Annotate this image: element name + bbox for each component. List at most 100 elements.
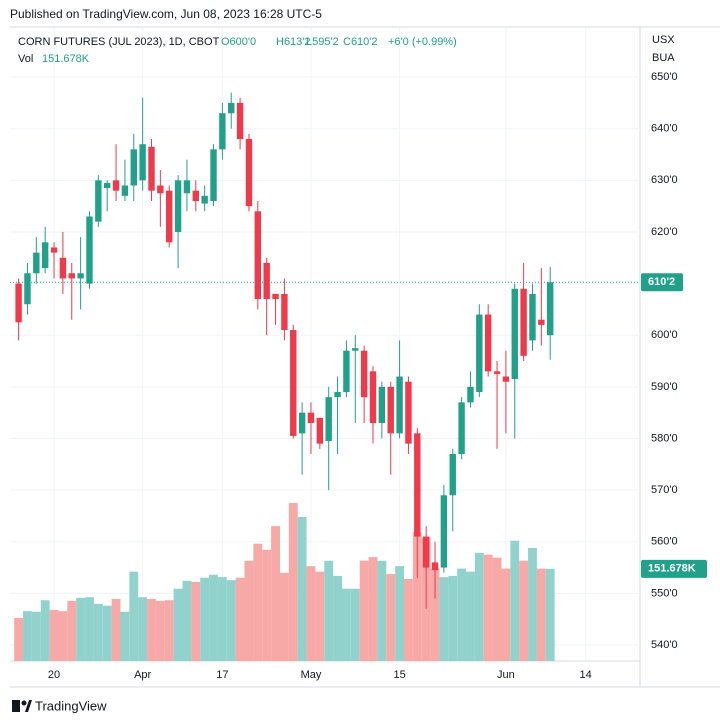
legend-change: +6'0 (+0.99%) xyxy=(388,36,457,48)
volume-bar xyxy=(262,549,272,661)
volume xyxy=(14,503,555,661)
x-tick-label: 14 xyxy=(580,669,592,681)
currency: USX xyxy=(652,34,675,46)
volume-bar xyxy=(324,560,334,661)
y-tick-label: 580'0 xyxy=(651,432,678,444)
volume-bar xyxy=(377,560,387,661)
volume-bar xyxy=(23,611,32,661)
candle-body xyxy=(121,185,129,196)
volume-bar xyxy=(536,568,546,661)
volume-bar xyxy=(209,574,218,661)
volume-bar xyxy=(386,574,396,661)
legend: CORN FUTURES (JUL 2023), 1D, CBOT O600'0… xyxy=(18,36,457,65)
logo-mark xyxy=(25,700,32,712)
y-tick-label: 640'0 xyxy=(651,123,678,135)
x-tick-label: Jun xyxy=(497,669,515,681)
candle-body xyxy=(378,386,386,423)
candle-body xyxy=(68,273,75,279)
y-tick-label: 540'0 xyxy=(651,639,678,651)
volume-bar xyxy=(466,571,475,661)
volume-bar xyxy=(120,611,130,661)
price-label: 610'2 xyxy=(648,276,675,288)
volume-bar xyxy=(412,532,422,661)
candle-body xyxy=(24,273,31,305)
volume-bar xyxy=(288,503,298,661)
y-tick-label: 600'0 xyxy=(651,329,678,341)
volume-label: 151.678K xyxy=(648,563,696,575)
candle-body xyxy=(334,392,341,398)
volume-bar xyxy=(147,599,156,661)
volume-bar xyxy=(14,617,24,661)
volume-bar xyxy=(350,588,360,661)
candle-body xyxy=(77,273,84,279)
candle-body xyxy=(15,283,22,323)
volume-bar xyxy=(368,557,378,661)
candle-body xyxy=(422,536,430,568)
volume-bar xyxy=(501,568,511,661)
y-tick-label: 570'0 xyxy=(651,484,678,496)
volume-bar xyxy=(40,600,50,661)
candle-body xyxy=(210,149,217,201)
volume-bar xyxy=(457,568,467,661)
candle-body xyxy=(360,350,368,398)
x-tick-label: 17 xyxy=(216,669,228,681)
candle-body xyxy=(157,185,164,194)
candle-body xyxy=(467,386,474,403)
volume-bar xyxy=(545,568,555,661)
candle-body xyxy=(414,433,421,537)
y-tick-label: 650'0 xyxy=(651,71,678,83)
legend-open: O600'0 xyxy=(221,36,256,48)
volume-bar xyxy=(244,560,254,661)
volume-bar xyxy=(102,605,112,661)
volume-bar xyxy=(492,557,502,661)
candle-body xyxy=(263,262,270,300)
candle-body xyxy=(493,371,501,374)
brand: TradingView xyxy=(35,698,107,713)
logo-mark xyxy=(21,700,27,706)
candle-body xyxy=(192,190,199,201)
volume-bar xyxy=(430,568,440,661)
candle-body xyxy=(50,247,58,253)
candle-body xyxy=(236,102,244,140)
y-tick-label: 560'0 xyxy=(651,536,678,548)
volume-bar xyxy=(173,588,183,661)
legend-volume: 151.678K xyxy=(42,53,90,65)
volume-bar xyxy=(182,580,192,661)
candle-body xyxy=(245,139,253,207)
candle-body xyxy=(86,216,93,284)
volume-label-box xyxy=(641,559,707,578)
candle-body xyxy=(325,397,332,442)
candle-body xyxy=(290,330,297,436)
candle-body xyxy=(476,314,483,393)
y-tick-label: 550'0 xyxy=(651,587,678,599)
volume-bar xyxy=(217,577,227,661)
candle-body xyxy=(139,144,146,181)
title: CORN FUTURES (JUL 2023), 1D, CBOT xyxy=(18,36,220,48)
volume-bar xyxy=(510,540,520,661)
volume-bar xyxy=(93,603,103,661)
x-tick-label: 20 xyxy=(48,669,60,681)
volume-bar xyxy=(448,575,458,661)
candle-body xyxy=(59,257,67,279)
volume-bar xyxy=(138,597,148,661)
candle-body xyxy=(387,386,394,434)
logo-mark xyxy=(12,700,20,712)
volume-bar xyxy=(226,580,236,661)
volume-bar xyxy=(315,571,325,661)
x-tick-label: May xyxy=(301,669,322,681)
candle-body xyxy=(520,288,527,356)
candle-body xyxy=(298,412,306,434)
volume-bar xyxy=(49,609,59,661)
candle-body xyxy=(104,182,111,189)
candle-body xyxy=(458,402,465,454)
volume-bar xyxy=(395,566,405,661)
volume-bar xyxy=(31,611,41,661)
volume-bar xyxy=(333,575,342,661)
candle-body xyxy=(396,376,403,434)
legend-close: C610'2 xyxy=(343,36,378,48)
volume-bar xyxy=(404,578,413,661)
candle-body xyxy=(148,146,155,191)
x-tick-label: 15 xyxy=(393,669,405,681)
volume-bar xyxy=(297,516,307,661)
candle-body xyxy=(228,102,235,114)
